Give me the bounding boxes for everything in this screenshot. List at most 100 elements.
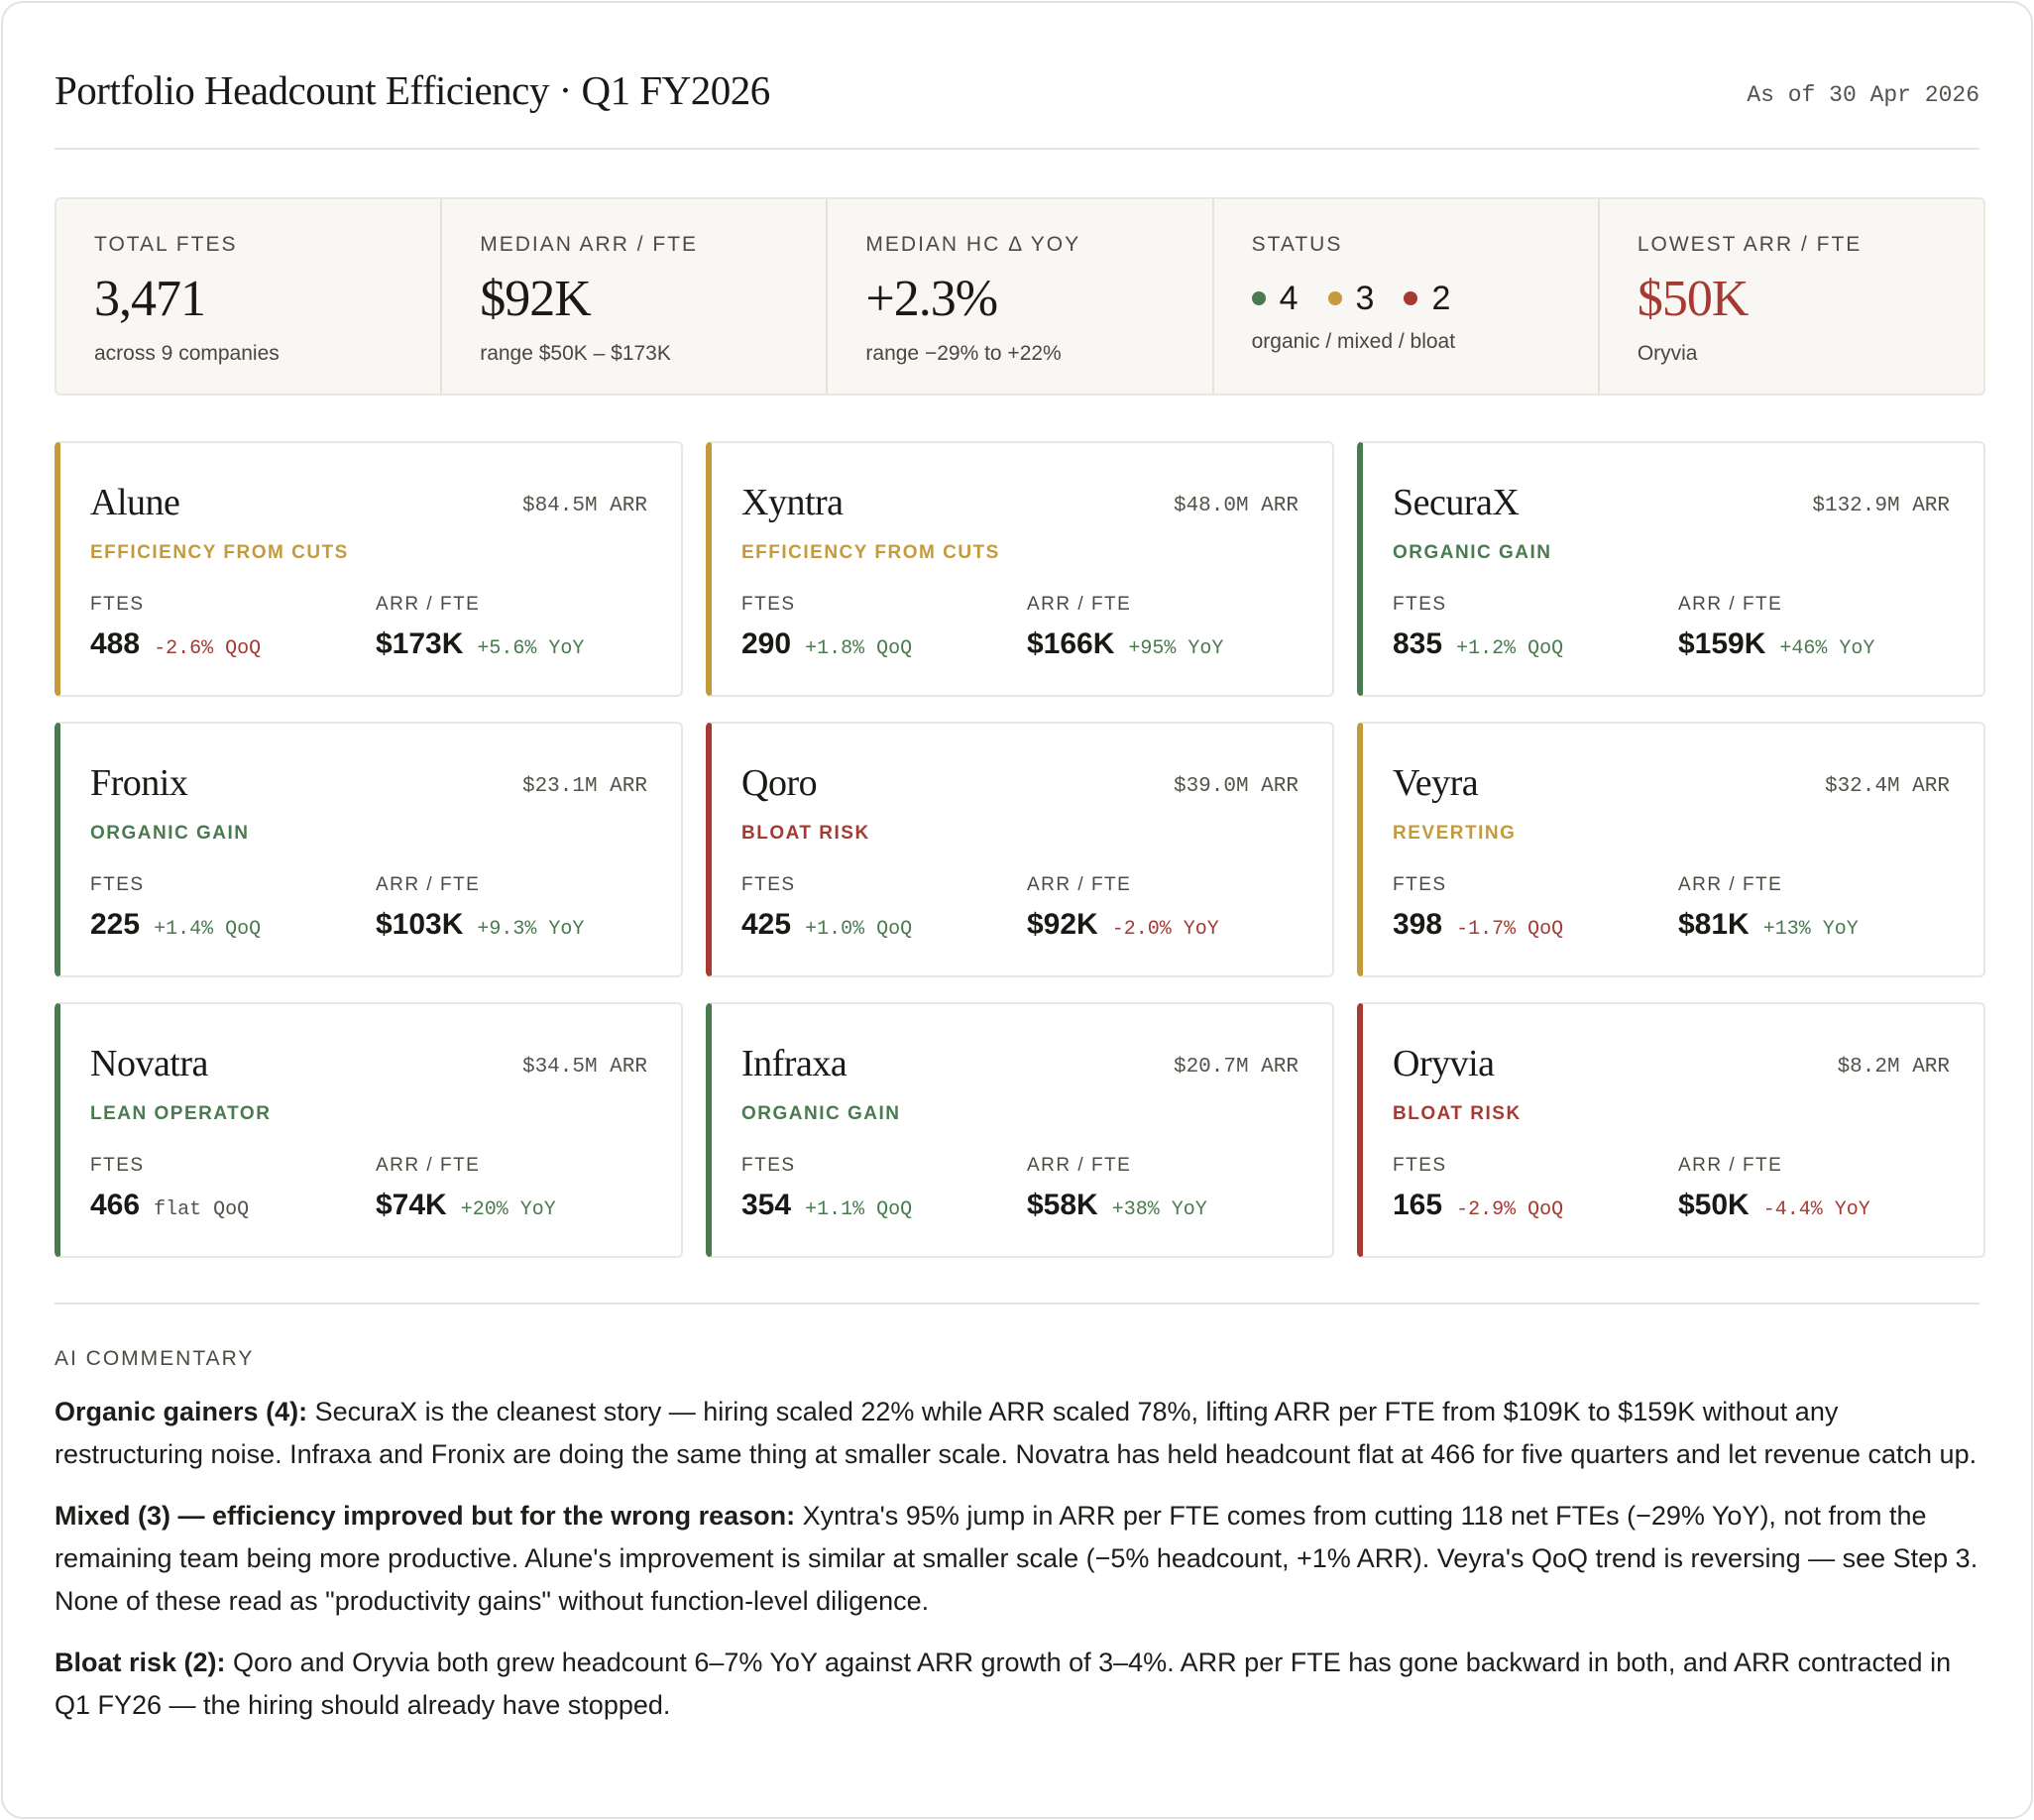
commentary-lead: Organic gainers (4): (55, 1397, 308, 1426)
kpi-value: +2.3% (865, 271, 998, 327)
company-status: EFFICIENCY FROM CUTS (90, 542, 349, 563)
company-card[interactable]: Infraxa $20.7M ARR ORGANIC GAIN FTES ARR… (706, 1002, 1334, 1258)
commentary-paragraph: Bloat risk (2): Qoro and Oryvia both gre… (55, 1642, 1987, 1727)
company-status: BLOAT RISK (741, 823, 870, 844)
company-arr: $8.2M ARR (1837, 1056, 1950, 1079)
company-card[interactable]: Novatra $34.5M ARR LEAN OPERATOR FTES AR… (55, 1002, 683, 1258)
kpi-sub: across 9 companies (94, 342, 280, 365)
arr-fte-change: +38% YoY (1111, 1198, 1207, 1221)
ftes-label: FTES (90, 874, 145, 895)
company-name: Infraxa (741, 1043, 848, 1084)
ftes-value: 225 (90, 908, 141, 941)
arr-fte-change: +9.3% YoY (477, 918, 585, 941)
ai-commentary-label: AI COMMENTARY (55, 1347, 255, 1370)
company-name: Qoro (741, 762, 818, 804)
company-name: Novatra (90, 1043, 208, 1084)
status-mixed-count: 3 (1355, 279, 1375, 317)
kpi-total-ftes: TOTAL FTES 3,471 across 9 companies (56, 199, 443, 394)
company-card[interactable]: Oryvia $8.2M ARR BLOAT RISK FTES ARR / F… (1357, 1002, 1985, 1258)
company-arr: $48.0M ARR (1173, 495, 1299, 517)
company-arr: $84.5M ARR (521, 495, 647, 517)
ftes-value: 488 (90, 627, 141, 660)
kpi-median-hc-change: MEDIAN HC Δ YOY +2.3% range −29% to +22% (828, 199, 1214, 394)
company-status: ORGANIC GAIN (1393, 542, 1552, 563)
ftes-value: 165 (1393, 1189, 1443, 1221)
company-card[interactable]: Veyra $32.4M ARR REVERTING FTES ARR / FT… (1357, 722, 1985, 977)
arr-fte-value: $159K (1678, 627, 1766, 660)
ftes-metric: 488 -2.6% QoQ (90, 627, 261, 661)
company-card[interactable]: Xyntra $48.0M ARR EFFICIENCY FROM CUTS F… (706, 441, 1334, 697)
red-dot-icon (1404, 291, 1418, 305)
company-status: ORGANIC GAIN (741, 1103, 901, 1124)
company-name: Xyntra (741, 482, 844, 523)
company-card[interactable]: SecuraX $132.9M ARR ORGANIC GAIN FTES AR… (1357, 441, 1985, 697)
ftes-change: -2.6% QoQ (154, 637, 262, 660)
arr-fte-label: ARR / FTE (376, 874, 481, 895)
ftes-change: -1.7% QoQ (1456, 918, 1564, 941)
kpi-label: LOWEST ARR / FTE (1637, 233, 1863, 256)
arr-fte-metric: $173K +5.6% YoY (376, 627, 584, 661)
arr-fte-value: $173K (376, 627, 464, 660)
ftes-change: +1.2% QoQ (1456, 637, 1564, 660)
arr-fte-label: ARR / FTE (1678, 594, 1783, 615)
arr-fte-metric: $159K +46% YoY (1678, 627, 1874, 661)
arr-fte-change: +13% YoY (1762, 918, 1859, 941)
page-header: Portfolio Headcount Efficiency · Q1 FY20… (55, 62, 1979, 150)
commentary-paragraph: Organic gainers (4): SecuraX is the clea… (55, 1391, 1987, 1476)
company-card[interactable]: Alune $84.5M ARR EFFICIENCY FROM CUTS FT… (55, 441, 683, 697)
company-arr: $39.0M ARR (1173, 775, 1299, 798)
kpi-sub: organic / mixed / bloat (1251, 330, 1456, 353)
ftes-metric: 466 flat QoQ (90, 1189, 249, 1222)
arr-fte-label: ARR / FTE (1678, 874, 1783, 895)
ftes-metric: 354 +1.1% QoQ (741, 1189, 912, 1222)
company-card[interactable]: Qoro $39.0M ARR BLOAT RISK FTES ARR / FT… (706, 722, 1334, 977)
arr-fte-change: +95% YoY (1128, 637, 1224, 660)
as-of-date: As of 30 Apr 2026 (1747, 82, 1979, 108)
ai-commentary: Organic gainers (4): SecuraX is the clea… (55, 1391, 1987, 1746)
commentary-lead: Mixed (3) — efficiency improved but for … (55, 1501, 796, 1531)
arr-fte-value: $103K (376, 908, 464, 941)
commentary-lead: Bloat risk (2): (55, 1648, 226, 1677)
commentary-text: Xyntra's 95% jump in ARR per FTE comes f… (55, 1501, 1978, 1616)
status-mixed: 3 (1327, 279, 1375, 318)
ftes-label: FTES (741, 1155, 796, 1176)
kpi-value: 3,471 (94, 271, 206, 327)
kpi-sub: range −29% to +22% (865, 342, 1062, 365)
ftes-metric: 225 +1.4% QoQ (90, 908, 261, 942)
kpi-sub: Oryvia (1637, 342, 1698, 365)
kpi-label: MEDIAN HC Δ YOY (865, 233, 1081, 256)
ftes-label: FTES (1393, 874, 1447, 895)
ftes-value: 290 (741, 627, 792, 660)
arr-fte-metric: $166K +95% YoY (1027, 627, 1223, 661)
company-name: Fronix (90, 762, 188, 804)
ftes-label: FTES (741, 594, 796, 615)
arr-fte-label: ARR / FTE (376, 1155, 481, 1176)
arr-fte-metric: $81K +13% YoY (1678, 908, 1859, 942)
company-arr: $32.4M ARR (1824, 775, 1950, 798)
arr-fte-change: +46% YoY (1779, 637, 1875, 660)
ftes-value: 398 (1393, 908, 1443, 941)
arr-fte-value: $166K (1027, 627, 1115, 660)
company-card[interactable]: Fronix $23.1M ARR ORGANIC GAIN FTES ARR … (55, 722, 683, 977)
section-divider (55, 1303, 1979, 1305)
commentary-text: Qoro and Oryvia both grew headcount 6–7%… (55, 1648, 1952, 1720)
status-counts: 4 3 2 (1251, 279, 1598, 318)
commentary-paragraph: Mixed (3) — efficiency improved but for … (55, 1495, 1987, 1623)
ftes-change: +1.1% QoQ (805, 1198, 913, 1221)
company-arr: $20.7M ARR (1173, 1056, 1299, 1079)
arr-fte-change: +20% YoY (460, 1198, 556, 1221)
arr-fte-metric: $50K -4.4% YoY (1678, 1189, 1870, 1222)
arr-fte-value: $58K (1027, 1189, 1098, 1221)
arr-fte-metric: $58K +38% YoY (1027, 1189, 1207, 1222)
ftes-metric: 835 +1.2% QoQ (1393, 627, 1563, 661)
arr-fte-change: -2.0% YoY (1111, 918, 1219, 941)
ftes-metric: 165 -2.9% QoQ (1393, 1189, 1563, 1222)
arr-fte-label: ARR / FTE (1027, 1155, 1132, 1176)
status-organic-count: 4 (1279, 279, 1299, 317)
amber-dot-icon (1327, 291, 1342, 305)
ftes-value: 835 (1393, 627, 1443, 660)
arr-fte-value: $50K (1678, 1189, 1750, 1221)
arr-fte-value: $74K (376, 1189, 447, 1221)
kpi-label: MEDIAN ARR / FTE (480, 233, 699, 256)
